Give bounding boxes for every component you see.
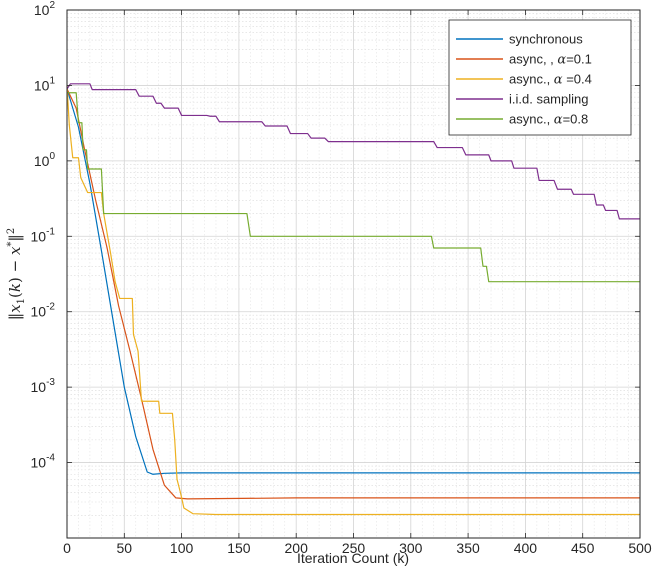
- x-tick-label: 0: [63, 540, 71, 556]
- x-tick-label: 300: [399, 540, 423, 556]
- x-tick-label: 50: [117, 540, 133, 556]
- y-tick-label: 100: [34, 151, 56, 169]
- x-tick-labels: 0 50 100 150 200 250 300 350 400 450 500: [63, 540, 652, 556]
- y-tick-label: 102: [34, 0, 56, 18]
- y-tick-label: 10-3: [31, 377, 56, 395]
- axis-ticks: [66, 9, 641, 539]
- series-line: [66, 88, 640, 475]
- y-tick-labels: 102 101 100 10-1 10-2 10-3 10-4: [31, 0, 56, 471]
- legend-label: async., α=0.8: [509, 112, 588, 128]
- y-axis-label: ‖x1(k) − x*‖2: [6, 228, 27, 321]
- x-tick-label: 350: [456, 540, 480, 556]
- series-layer: [66, 83, 640, 516]
- x-tick-label: 450: [571, 540, 595, 556]
- x-tick-label: 100: [170, 540, 194, 556]
- major-grid: [66, 9, 641, 539]
- x-tick-label: 250: [342, 540, 366, 556]
- legend-label: async, , α=0.1: [509, 52, 592, 68]
- y-tick-label: 101: [34, 75, 56, 93]
- series-line: [66, 83, 640, 220]
- x-tick-label: 200: [285, 540, 309, 556]
- series-line: [66, 88, 640, 500]
- series-line: [66, 85, 640, 516]
- legend-label: synchronous: [509, 32, 583, 47]
- x-tick-label: 500: [628, 540, 652, 556]
- x-tick-label: 150: [227, 540, 251, 556]
- legend: synchronous async, , α=0.1 async., α =0.4 i…: [448, 19, 632, 136]
- legend-label: async., α =0.4: [509, 72, 592, 88]
- x-axis-label: Iteration Count (k): [297, 550, 409, 566]
- y-tick-label: 10-4: [31, 453, 56, 471]
- y-tick-label: 10-2: [31, 302, 56, 320]
- y-tick-label: 10-1: [31, 226, 56, 244]
- x-tick-label: 400: [514, 540, 538, 556]
- svg-text:‖x1(k) − x*‖2: ‖x1(k) − x*‖2: [6, 228, 27, 321]
- series-line: [67, 92, 640, 283]
- legend-label: i.i.d. sampling: [509, 92, 588, 107]
